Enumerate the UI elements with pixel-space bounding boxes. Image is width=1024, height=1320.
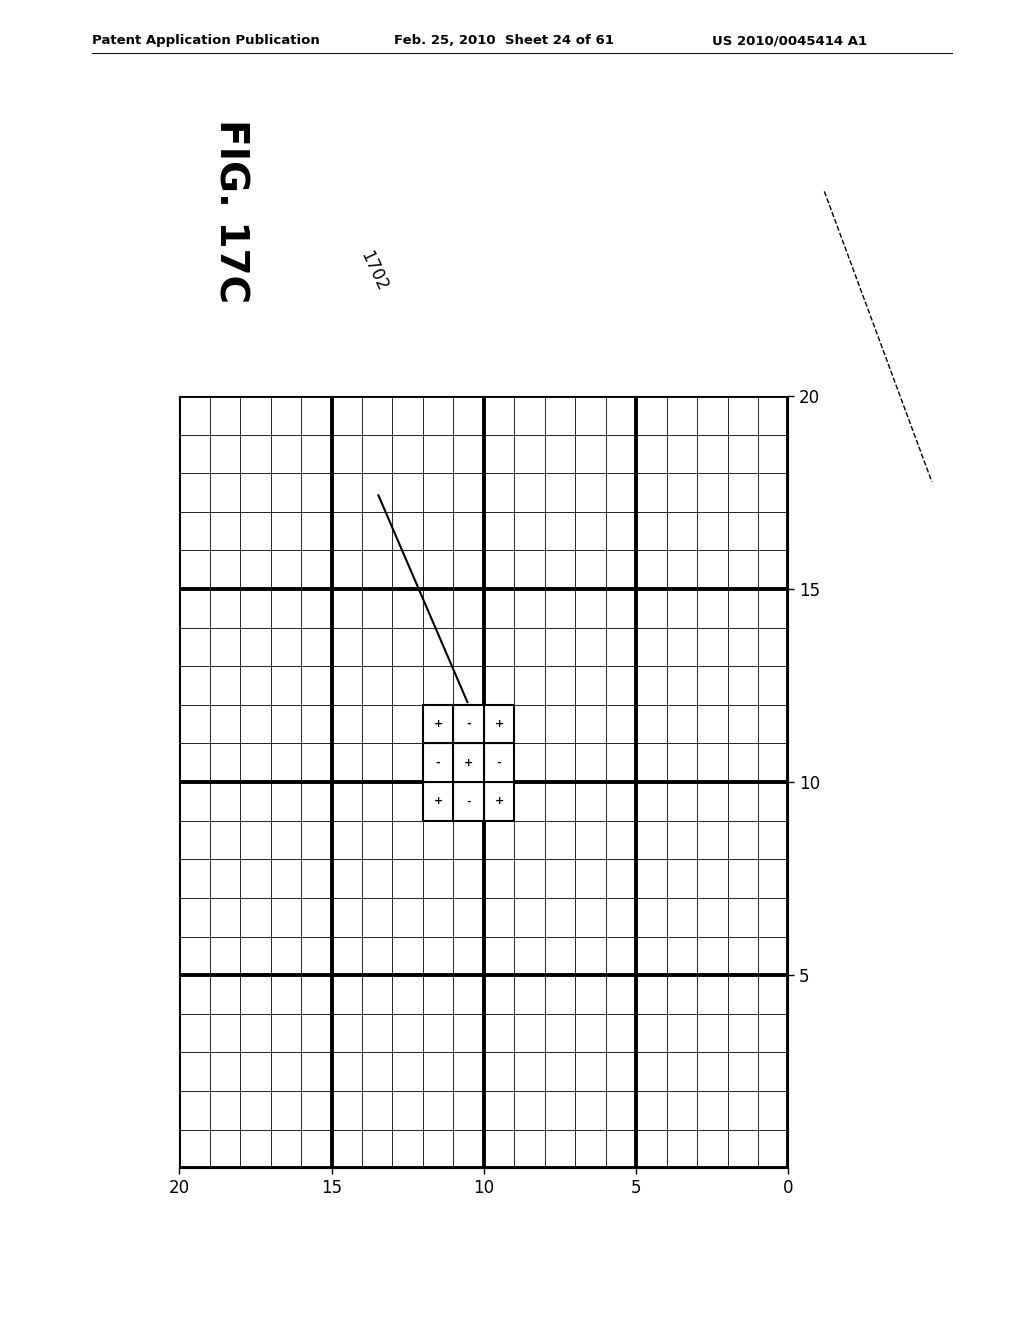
Text: +: + (433, 719, 442, 729)
Bar (423, 705, 454, 743)
Text: -: - (436, 758, 440, 768)
Text: +: + (433, 796, 442, 807)
Text: -: - (466, 796, 471, 807)
Bar (484, 781, 514, 821)
Text: Feb. 25, 2010  Sheet 24 of 61: Feb. 25, 2010 Sheet 24 of 61 (394, 34, 614, 48)
Text: Patent Application Publication: Patent Application Publication (92, 34, 319, 48)
Bar (454, 705, 484, 743)
Text: +: + (495, 796, 504, 807)
Text: 1702: 1702 (356, 248, 391, 293)
Bar (423, 743, 454, 781)
Text: US 2010/0045414 A1: US 2010/0045414 A1 (712, 34, 866, 48)
Text: FIG. 17C: FIG. 17C (211, 119, 250, 304)
Text: -: - (497, 758, 502, 768)
Text: -: - (466, 719, 471, 729)
Bar (454, 781, 484, 821)
Text: +: + (464, 758, 473, 768)
Bar (423, 781, 454, 821)
Text: +: + (495, 719, 504, 729)
Bar (484, 743, 514, 781)
Bar (454, 743, 484, 781)
Bar (484, 705, 514, 743)
